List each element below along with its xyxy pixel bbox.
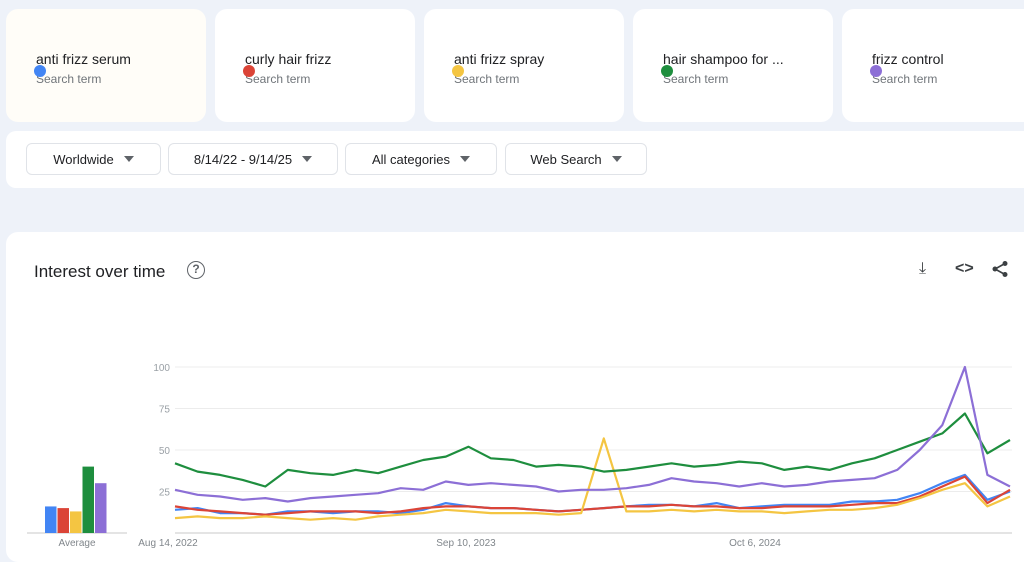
date-range-dropdown[interactable]: 8/14/22 - 9/14/25 xyxy=(168,143,338,175)
series-line xyxy=(174,412,1011,488)
y-tick-label: 25 xyxy=(159,488,171,499)
average-label: Average xyxy=(58,538,96,549)
average-bar xyxy=(95,483,107,533)
term-card-2[interactable]: curly hair frizz Search term xyxy=(215,9,415,122)
help-icon[interactable]: ? xyxy=(187,261,205,279)
y-tick-label: 50 xyxy=(159,446,171,457)
term-label: frizz control xyxy=(872,51,944,67)
term-label: hair shampoo for ... xyxy=(663,51,784,67)
color-dot-icon xyxy=(243,65,255,77)
term-sub: Search term xyxy=(663,72,729,86)
download-icon[interactable]: ⤓ xyxy=(919,260,927,277)
region-dropdown[interactable]: Worldwide xyxy=(26,143,161,175)
term-sub: Search term xyxy=(245,72,311,86)
term-label: curly hair frizz xyxy=(245,51,332,67)
color-dot-icon xyxy=(452,65,464,77)
category-dropdown[interactable]: All categories xyxy=(345,143,497,175)
search-type-dropdown[interactable]: Web Search xyxy=(505,143,647,175)
share-icon[interactable] xyxy=(991,260,1009,283)
embed-icon[interactable]: <> xyxy=(955,260,974,277)
term-card-5[interactable]: frizz control Search term xyxy=(842,9,1024,122)
x-tick-label: Sep 10, 2023 xyxy=(436,538,496,549)
average-bar xyxy=(57,508,69,533)
y-tick-label: 100 xyxy=(153,363,170,374)
term-sub: Search term xyxy=(872,72,938,86)
search-type-label: Web Search xyxy=(530,151,602,167)
y-tick-label: 75 xyxy=(159,405,171,416)
average-bar xyxy=(82,466,94,533)
color-dot-icon xyxy=(661,65,673,77)
average-bar xyxy=(45,506,57,533)
term-card-4[interactable]: hair shampoo for ... Search term xyxy=(633,9,833,122)
chevron-down-icon xyxy=(123,156,134,162)
series-line xyxy=(174,365,1011,503)
color-dot-icon xyxy=(34,65,46,77)
term-card-3[interactable]: anti frizz spray Search term xyxy=(424,9,624,122)
filter-bar: Worldwide 8/14/22 - 9/14/25 All categori… xyxy=(6,131,1024,188)
term-card-1[interactable]: anti frizz serum Search term xyxy=(6,9,206,122)
category-label: All categories xyxy=(371,151,451,167)
term-label: anti frizz spray xyxy=(454,51,545,67)
series-line xyxy=(174,437,1011,521)
panel-title: Interest over time xyxy=(34,262,166,281)
search-terms: anti frizz serum Search term curly hair f… xyxy=(6,9,1024,122)
x-tick-label: Oct 6, 2024 xyxy=(729,538,781,549)
date-label: 8/14/22 - 9/14/25 xyxy=(193,151,293,167)
series-line xyxy=(174,475,1011,516)
region-label: Worldwide xyxy=(53,151,114,167)
x-tick-label: Aug 14, 2022 xyxy=(138,538,198,549)
term-label: anti frizz serum xyxy=(36,51,131,67)
term-sub: Search term xyxy=(36,72,102,86)
chevron-down-icon xyxy=(460,156,471,162)
chevron-down-icon xyxy=(302,156,313,162)
average-bar xyxy=(70,511,82,533)
term-sub: Search term xyxy=(454,72,520,86)
chevron-down-icon xyxy=(611,156,622,162)
color-dot-icon xyxy=(870,65,882,77)
